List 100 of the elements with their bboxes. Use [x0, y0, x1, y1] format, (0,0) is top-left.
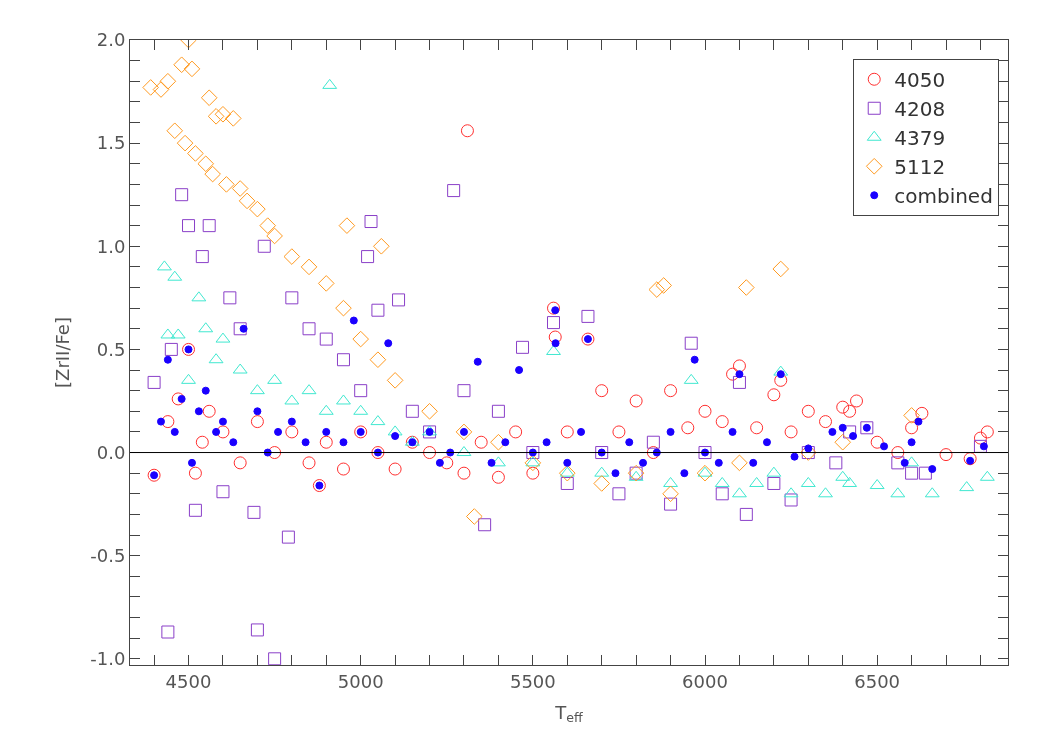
- point: [546, 344, 561, 355]
- point: [715, 487, 729, 501]
- point: [214, 105, 232, 123]
- point: [593, 475, 611, 492]
- point: [474, 435, 488, 449]
- point: [457, 466, 471, 480]
- point: [161, 625, 175, 639]
- point: [939, 448, 953, 462]
- point: [369, 351, 387, 369]
- x-axis-title: T$_{eff}$: [554, 701, 584, 726]
- point: [767, 388, 781, 402]
- point: [696, 464, 714, 482]
- point: [152, 81, 170, 98]
- point: [648, 281, 666, 298]
- point: [364, 215, 378, 229]
- point: [371, 303, 385, 317]
- point: [732, 359, 746, 373]
- point: [268, 652, 282, 665]
- point: [231, 180, 249, 197]
- point: [818, 487, 833, 498]
- point: [784, 425, 798, 439]
- point: [171, 392, 185, 406]
- point: [739, 507, 753, 521]
- point: [204, 165, 221, 183]
- point: [266, 227, 283, 245]
- point: [516, 340, 530, 354]
- point: [224, 110, 242, 127]
- point: [373, 237, 390, 255]
- point: [524, 454, 542, 472]
- point: [612, 487, 626, 501]
- point: [843, 404, 857, 418]
- point: [973, 431, 987, 445]
- point: [581, 309, 595, 323]
- point: [283, 248, 301, 265]
- y-tick-label: 1.0: [96, 235, 126, 257]
- legend-label: 5112: [894, 155, 946, 180]
- point: [319, 332, 333, 346]
- point: [918, 466, 932, 480]
- point: [249, 200, 266, 218]
- x-tick-label: 6000: [682, 670, 728, 692]
- point: [188, 503, 202, 517]
- point: [147, 375, 161, 389]
- point: [338, 217, 356, 234]
- point: [195, 435, 209, 449]
- point: [336, 462, 350, 476]
- point: [801, 404, 815, 418]
- point: [870, 435, 884, 449]
- point: [455, 423, 473, 441]
- point: [157, 260, 172, 271]
- y-tick-label: -0.5: [90, 544, 126, 566]
- point: [509, 425, 523, 439]
- point: [159, 72, 177, 90]
- point: [891, 446, 905, 460]
- point: [980, 425, 994, 439]
- point: [526, 466, 540, 480]
- point: [772, 260, 790, 278]
- legend-label: combined: [894, 184, 993, 209]
- point: [197, 155, 215, 173]
- point: [247, 505, 261, 519]
- point: [548, 330, 562, 344]
- point: [319, 435, 333, 449]
- point: [175, 188, 189, 202]
- point: [257, 239, 271, 253]
- point: [405, 404, 419, 418]
- point: [142, 79, 159, 96]
- point: [317, 275, 335, 292]
- point: [336, 394, 351, 405]
- point: [392, 293, 406, 307]
- point: [738, 279, 755, 296]
- point: [715, 415, 729, 429]
- point: [547, 301, 561, 315]
- point: [161, 415, 175, 429]
- point: [176, 134, 194, 152]
- point: [905, 466, 919, 480]
- y-tick-label: 0.5: [96, 338, 126, 360]
- point: [819, 415, 833, 429]
- point: [595, 384, 609, 398]
- point: [891, 456, 905, 470]
- point: [336, 353, 350, 367]
- y-tick-label: 2.0: [96, 29, 126, 51]
- point: [386, 372, 404, 389]
- point: [250, 623, 264, 637]
- point: [281, 530, 295, 544]
- point: [238, 192, 256, 210]
- point: [698, 404, 712, 418]
- point: [300, 258, 318, 276]
- point: [202, 404, 216, 418]
- point: [681, 421, 695, 435]
- point: [903, 407, 920, 424]
- y-tick-label: -1.0: [90, 648, 126, 670]
- point: [905, 421, 919, 435]
- point: [829, 456, 843, 470]
- point: [183, 60, 201, 78]
- point: [457, 384, 471, 398]
- legend-label: 4050: [894, 68, 946, 93]
- point: [268, 446, 282, 460]
- point: [447, 184, 461, 198]
- y-tick-label: 0.0: [96, 441, 126, 463]
- point: [187, 145, 204, 162]
- point: [233, 456, 247, 470]
